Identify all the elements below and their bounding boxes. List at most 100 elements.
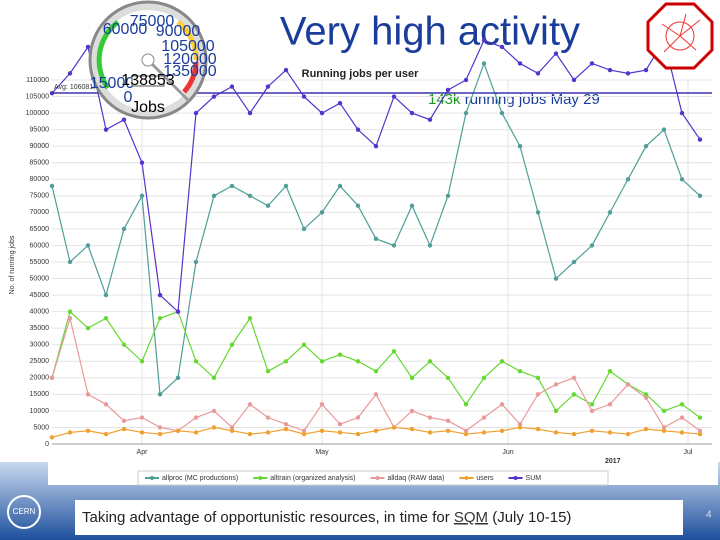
data-point: [643, 426, 649, 432]
y-tick-label: 5000: [33, 424, 49, 431]
data-point: [625, 177, 631, 182]
data-point: [283, 183, 289, 189]
data-point: [427, 430, 433, 435]
data-point: [337, 183, 343, 189]
gauge-unit: Jobs: [131, 99, 165, 116]
y-tick-label: 80000: [30, 176, 50, 183]
data-point: [337, 430, 343, 435]
data-point: [535, 71, 541, 76]
data-point: [679, 110, 685, 116]
x-tick-label: May: [315, 449, 329, 456]
legend-label: alltrain (organized analysis): [270, 475, 355, 482]
data-point: [535, 375, 541, 381]
data-point: [535, 210, 541, 215]
data-point: [571, 259, 577, 265]
legend-label: allproc (MC productions): [162, 475, 238, 482]
data-point: [553, 51, 559, 56]
data-point: [67, 259, 73, 265]
data-point: [265, 430, 271, 435]
data-point: [211, 425, 217, 430]
data-point: [211, 408, 217, 414]
data-point: [499, 402, 505, 407]
footer-before: Taking advantage of opportunistic resour…: [82, 509, 454, 526]
y-tick-label: 65000: [30, 226, 50, 233]
data-point: [589, 402, 595, 407]
chart-area: [48, 70, 718, 485]
y-tick-label: 45000: [30, 292, 50, 299]
data-point: [463, 431, 469, 437]
data-point: [499, 428, 505, 433]
data-point: [697, 193, 703, 199]
y-tick-label: 0: [45, 441, 49, 448]
data-point: [283, 359, 289, 364]
data-point: [589, 61, 595, 66]
data-point: [175, 309, 181, 314]
data-point: [355, 415, 361, 420]
data-point: [319, 428, 325, 433]
data-point: [409, 408, 415, 414]
data-point: [499, 359, 505, 364]
data-point: [553, 408, 559, 414]
data-point: [301, 342, 307, 347]
y-tick-label: 60000: [30, 242, 50, 249]
gauge-label: 90000: [156, 23, 201, 40]
data-point: [121, 418, 127, 424]
data-point: [553, 430, 559, 435]
data-point: [427, 359, 433, 364]
data-point: [229, 183, 235, 189]
y-tick-label: 25000: [30, 358, 50, 365]
data-point: [679, 430, 685, 435]
data-point: [103, 292, 109, 298]
y-tick-label: 20000: [30, 375, 50, 382]
data-point: [85, 392, 91, 397]
gauge-label: 135000: [163, 63, 216, 80]
data-point: [679, 415, 685, 420]
data-point: [391, 349, 397, 354]
x-tick-label: Jul: [684, 449, 693, 456]
y-tick-label: 55000: [30, 259, 50, 266]
data-point: [157, 316, 163, 321]
data-point: [481, 415, 487, 420]
data-point: [409, 110, 415, 116]
data-point: [85, 243, 91, 248]
footer-text: Taking advantage of opportunistic resour…: [82, 509, 571, 526]
data-point: [517, 425, 523, 430]
y-tick-label: 95000: [30, 126, 50, 133]
x-tick-label: Apr: [137, 449, 149, 456]
data-point: [607, 210, 613, 215]
y-tick-label: 35000: [30, 325, 50, 332]
data-point: [157, 392, 163, 397]
data-point: [67, 309, 73, 314]
data-point: [67, 316, 73, 321]
data-point: [445, 87, 451, 93]
legend-dot: [150, 476, 154, 480]
y-axis-label: No. of running jobs: [9, 235, 16, 294]
footer-link[interactable]: SQM: [454, 509, 488, 526]
data-point: [103, 316, 109, 321]
data-point: [625, 71, 631, 76]
data-point: [607, 430, 613, 435]
data-point: [229, 425, 235, 430]
x-tick-label: Jun: [502, 449, 513, 456]
data-point: [175, 428, 181, 433]
data-point: [391, 425, 397, 430]
data-point: [301, 94, 307, 99]
data-point: [265, 203, 271, 208]
data-point: [211, 375, 217, 381]
data-point: [571, 77, 577, 83]
data-point: [355, 359, 361, 364]
right-logo: [646, 2, 714, 70]
data-point: [517, 143, 523, 149]
y-tick-label: 50000: [30, 275, 50, 282]
data-point: [319, 359, 325, 364]
data-point: [265, 415, 271, 420]
slide-title: Very high activity: [280, 10, 580, 54]
data-point: [139, 430, 145, 435]
data-point: [157, 292, 163, 298]
data-point: [121, 117, 127, 122]
data-point: [391, 94, 397, 99]
data-point: [355, 431, 361, 437]
data-point: [517, 369, 523, 374]
